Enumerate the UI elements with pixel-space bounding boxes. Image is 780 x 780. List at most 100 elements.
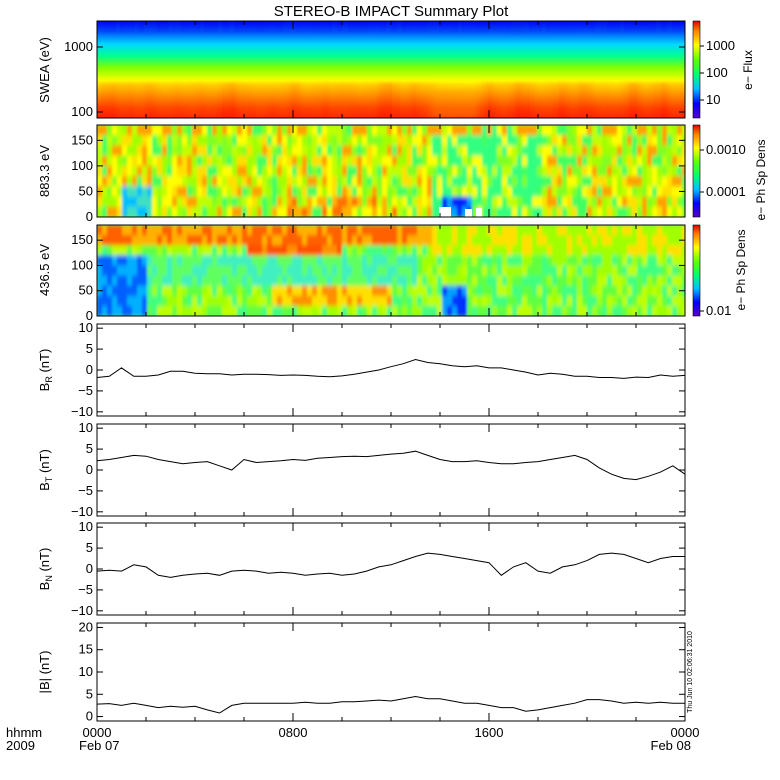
swea-heatmap-column xyxy=(313,82,319,118)
heatmap-cell xyxy=(272,155,278,167)
heatmap-cell xyxy=(627,135,633,146)
heatmap-cell xyxy=(562,275,568,287)
heatmap-cell xyxy=(477,155,483,167)
heatmap-cell xyxy=(627,206,633,217)
heatmap-cell xyxy=(157,265,163,277)
heatmap-cell xyxy=(347,206,353,217)
swea-heatmap-column xyxy=(523,21,529,33)
heatmap-cell xyxy=(132,305,138,316)
heatmap-cell xyxy=(117,125,123,136)
heatmap-cell xyxy=(657,145,663,157)
heatmap-cell xyxy=(232,255,238,266)
heatmap-cell xyxy=(392,295,398,307)
heatmap-cell xyxy=(502,275,508,287)
swea-heatmap-column xyxy=(217,21,223,33)
heatmap-cell xyxy=(322,165,328,177)
heatmap-cell xyxy=(317,176,323,187)
heatmap-cell xyxy=(677,145,683,157)
swea-heatmap-column xyxy=(361,21,367,33)
swea-heatmap-column xyxy=(511,21,517,33)
heatmap-cell xyxy=(582,275,588,287)
heatmap-cell xyxy=(282,305,288,316)
heatmap-cell xyxy=(592,275,598,287)
swea-heatmap-column xyxy=(433,21,439,33)
heatmap-cell xyxy=(432,135,438,146)
heatmap-cell xyxy=(602,165,608,177)
heatmap-cell xyxy=(392,245,398,256)
heatmap-cell xyxy=(607,165,613,177)
heatmap-cell xyxy=(377,295,383,307)
heatmap-cell xyxy=(242,196,248,208)
bt-frame xyxy=(96,423,686,517)
swea-heatmap-column xyxy=(115,82,121,118)
heatmap-cell xyxy=(102,186,108,198)
heatmap-cell xyxy=(157,135,163,146)
heatmap-cell xyxy=(132,285,138,297)
heatmap-cell xyxy=(297,135,303,146)
heatmap-cell xyxy=(172,235,178,246)
heatmap-cell xyxy=(432,265,438,277)
heatmap-cell xyxy=(662,135,668,146)
heatmap-cell xyxy=(567,165,573,177)
heatmap-cell xyxy=(357,125,363,136)
heatmap-cell xyxy=(452,235,458,246)
heatmap-cell xyxy=(277,245,283,256)
heatmap-cell xyxy=(537,265,543,277)
heatmap-cell xyxy=(397,145,403,157)
heatmap-cell xyxy=(542,285,548,297)
heatmap-cell xyxy=(522,155,528,167)
heatmap-cell xyxy=(527,255,533,266)
heatmap-cell xyxy=(347,255,353,266)
heatmap-cell xyxy=(372,235,378,246)
heatmap-cell xyxy=(452,165,458,177)
heatmap-cell xyxy=(277,196,283,208)
heatmap-cell xyxy=(122,275,128,287)
heatmap-cell xyxy=(327,135,333,146)
heatmap-cell xyxy=(567,196,573,208)
heatmap-cell xyxy=(672,165,678,177)
heatmap-cell xyxy=(477,186,483,198)
heatmap-cell xyxy=(492,285,498,297)
heatmap-cell xyxy=(322,295,328,307)
heatmap-cell xyxy=(272,245,278,256)
heatmap-cell xyxy=(497,165,503,177)
bmag-ylabel-unit: (nT) xyxy=(37,651,52,678)
heatmap-cell xyxy=(217,235,223,246)
heatmap-cell xyxy=(512,125,518,136)
heatmap-cell xyxy=(617,305,623,316)
heatmap-cell xyxy=(487,155,493,167)
heatmap-cell xyxy=(442,295,448,307)
heatmap-cell xyxy=(517,225,523,236)
bt-ylabel-unit: (nT) xyxy=(37,449,52,476)
heatmap-cell xyxy=(477,235,483,246)
heatmap-cell xyxy=(107,235,113,246)
heatmap-cell xyxy=(237,225,243,236)
heatmap-cell xyxy=(412,255,418,266)
heatmap-cell xyxy=(182,145,188,157)
heatmap-cell xyxy=(477,176,483,187)
heatmap-cell xyxy=(197,155,203,167)
heatmap-cell xyxy=(212,206,218,217)
heatmap-cell xyxy=(542,255,548,266)
swea-heatmap-column xyxy=(517,21,523,33)
heatmap-cell xyxy=(387,255,393,266)
pad-883-ylabel: 883.3 eV xyxy=(37,145,52,197)
heatmap-cell xyxy=(262,225,268,236)
heatmap-cell xyxy=(162,165,168,177)
heatmap-cell xyxy=(397,206,403,217)
heatmap-cell xyxy=(467,265,473,277)
heatmap-cell xyxy=(607,225,613,236)
heatmap-cell xyxy=(347,305,353,316)
heatmap-cell xyxy=(117,295,123,307)
heatmap-cell xyxy=(337,295,343,307)
heatmap-cell xyxy=(467,305,473,316)
heatmap-cell xyxy=(402,206,408,217)
heatmap-cell xyxy=(427,235,433,246)
heatmap-cell xyxy=(522,196,528,208)
heatmap-cell xyxy=(217,285,223,297)
heatmap-cell xyxy=(267,196,273,208)
heatmap-cell xyxy=(392,145,398,157)
heatmap-cell xyxy=(187,135,193,146)
heatmap-cell xyxy=(357,275,363,287)
heatmap-cell xyxy=(662,245,668,256)
